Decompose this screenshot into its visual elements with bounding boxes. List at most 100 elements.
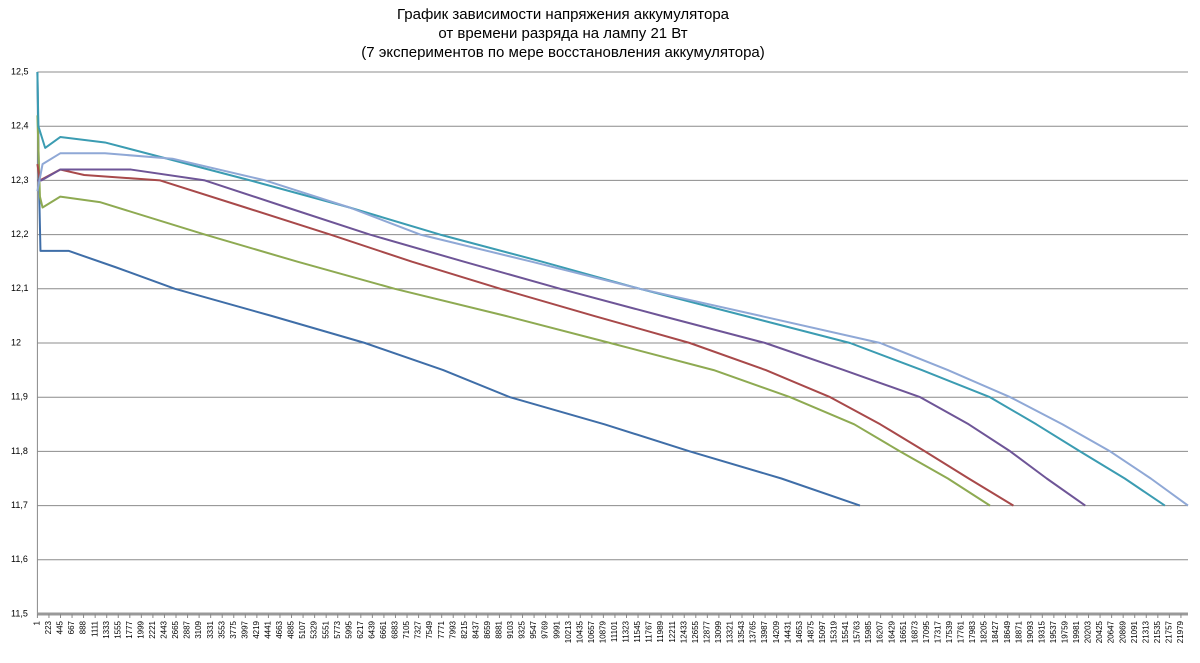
x-tick-label: 5551 [321, 620, 330, 638]
x-tick-label: 5107 [298, 620, 307, 638]
x-tick-label: 6439 [367, 620, 376, 638]
x-tick-label: 4441 [264, 620, 273, 638]
x-tick-label: 16207 [876, 620, 885, 643]
x-tick-label: 12433 [679, 620, 688, 643]
x-tick-label: 19981 [1072, 620, 1081, 643]
x-tick-label: 18871 [1014, 620, 1023, 643]
x-tick-label: 5329 [310, 620, 319, 638]
x-tick-label: 9769 [541, 620, 550, 638]
y-tick-label: 12,5 [11, 66, 29, 76]
x-tick-label: 18649 [1003, 620, 1012, 643]
x-tick-label: 13321 [726, 620, 735, 643]
x-tick-label: 7771 [437, 620, 446, 638]
y-tick-label: 11,9 [11, 392, 28, 402]
x-tick-label: 3553 [217, 620, 226, 638]
series-line [36, 152, 1189, 507]
x-tick-label: 11101 [610, 620, 619, 642]
x-tick-label: 888 [79, 620, 88, 634]
series-line [36, 115, 991, 507]
x-tick-label: 20425 [1095, 620, 1104, 643]
y-tick-label: 11,7 [11, 500, 28, 510]
x-tick-label: 7549 [425, 620, 434, 638]
x-tick-label: 15097 [818, 620, 827, 643]
x-tick-label: 16429 [887, 620, 896, 643]
x-tick-label: 18205 [980, 620, 989, 643]
x-tick-label: 3997 [240, 620, 249, 638]
x-tick-label: 445 [56, 620, 65, 634]
x-tick-label: 21313 [1141, 620, 1150, 643]
x-tick-label: 15763 [853, 620, 862, 643]
y-tick-label: 12,3 [11, 175, 29, 185]
x-tick-label: 2221 [148, 620, 157, 638]
x-tick-label: 2443 [160, 620, 169, 638]
y-tick-label: 12,1 [11, 283, 29, 293]
x-tick-label: 8437 [471, 620, 480, 638]
x-tick-label: 4885 [287, 620, 296, 638]
x-tick-label: 15541 [841, 620, 850, 643]
x-tick-label: 1777 [125, 620, 134, 638]
x-tick-label: 11545 [633, 620, 642, 642]
x-tick-label: 14431 [783, 620, 792, 643]
x-tick-label: 18427 [991, 620, 1000, 643]
x-tick-label: 17539 [945, 620, 954, 643]
x-tick-label: 20869 [1118, 620, 1127, 643]
x-tick-label: 2665 [171, 620, 180, 638]
x-tick-label: 13987 [760, 620, 769, 643]
chart-title: График зависимости напряжения аккумулято… [397, 6, 730, 23]
x-tick-label: 11767 [645, 620, 654, 642]
x-tick-label: 10213 [564, 620, 573, 643]
y-tick-label: 12 [11, 337, 21, 347]
x-tick-label: 8215 [460, 620, 469, 638]
x-tick-label: 21091 [1130, 620, 1139, 643]
y-tick-label: 12,4 [11, 121, 29, 131]
x-tick-label: 1555 [113, 620, 122, 638]
x-tick-label: 11989 [656, 620, 665, 642]
x-tick-label: 9103 [506, 620, 515, 638]
x-tick-label: 7105 [402, 620, 411, 638]
x-tick-label: 11323 [622, 620, 631, 642]
x-tick-label: 21535 [1153, 620, 1162, 643]
x-tick-label: 13765 [749, 620, 758, 643]
x-tick-label: 7993 [448, 620, 457, 638]
x-tick-label: 8881 [495, 620, 504, 638]
chart-title: от времени разряда на лампу 21 Вт [438, 25, 687, 42]
x-tick-label: 4219 [252, 620, 261, 638]
x-tick-label: 21979 [1176, 620, 1185, 643]
series-line [36, 71, 1166, 507]
x-tick-label: 14875 [806, 620, 815, 643]
x-tick-label: 17317 [933, 620, 942, 643]
x-tick-label: 19537 [1049, 620, 1058, 643]
x-tick-label: 21757 [1164, 620, 1173, 643]
x-tick-label: 5773 [333, 620, 342, 638]
x-tick-label: 223 [44, 620, 53, 634]
x-tick-label: 14209 [772, 620, 781, 643]
x-tick-label: 6217 [356, 620, 365, 638]
x-tick-label: 20203 [1084, 620, 1093, 643]
x-tick-label: 19759 [1061, 620, 1070, 643]
x-tick-label: 17095 [922, 620, 931, 643]
x-tick-label: 1 [33, 620, 42, 625]
x-tick-label: 14653 [795, 620, 804, 643]
x-tick-label: 17761 [957, 620, 966, 643]
x-tick-label: 12877 [702, 620, 711, 643]
y-tick-label: 11,5 [11, 608, 28, 618]
x-tick-label: 19093 [1026, 620, 1035, 643]
x-tick-label: 3775 [229, 620, 238, 638]
y-tick-label: 12,2 [11, 229, 29, 239]
series-line [36, 163, 1014, 507]
x-tick-label: 667 [67, 620, 76, 634]
x-tick-label: 10879 [598, 620, 607, 643]
x-tick-label: 7327 [414, 620, 423, 638]
x-tick-label: 16651 [899, 620, 908, 643]
x-tick-label: 12211 [668, 620, 677, 642]
x-tick-label: 8659 [483, 620, 492, 638]
series-line [37, 168, 1086, 507]
chart-title: (7 экспериментов по мере восстановления … [361, 44, 765, 61]
x-tick-label: 16873 [910, 620, 919, 643]
x-tick-label: 9325 [518, 620, 527, 638]
x-tick-label: 20647 [1107, 620, 1116, 643]
x-tick-label: 1333 [102, 620, 111, 638]
x-tick-label: 2887 [183, 620, 192, 638]
x-tick-label: 3331 [206, 620, 215, 638]
